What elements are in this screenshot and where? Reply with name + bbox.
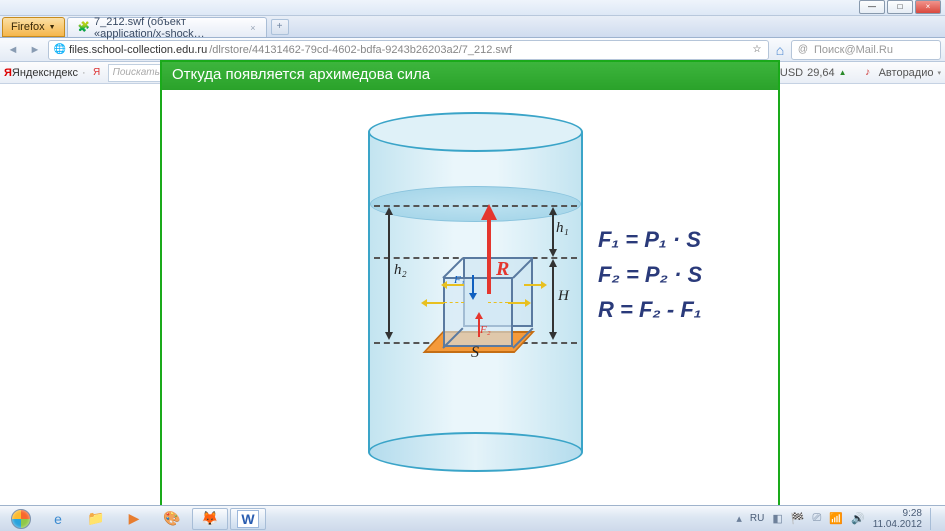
taskbar-paint[interactable]: 🎨 bbox=[154, 508, 190, 530]
usd-value: 29,64 bbox=[807, 67, 835, 79]
equation-2: F₂ = P₂ · S bbox=[598, 257, 702, 292]
clock-time: 9:28 bbox=[873, 508, 922, 519]
firefox-menu-button[interactable]: Firefox ▼ bbox=[2, 17, 65, 37]
minimize-button[interactable]: — bbox=[859, 0, 885, 14]
browser-tab[interactable]: 🧩 7_212.swf (объект «application/x-shock… bbox=[67, 17, 267, 37]
flag-icon[interactable]: 🏁 bbox=[791, 512, 805, 525]
tab-bar: Firefox ▼ 🧩 7_212.swf (объект «applicati… bbox=[0, 16, 945, 38]
taskbar-media[interactable]: ▶ bbox=[116, 508, 152, 530]
flash-applet: Откуда появляется архимедова сила h₂ h₁ bbox=[160, 60, 780, 508]
windows-taskbar: e 📁 ▶ 🎨 🦊 W ▴ RU ◧ 🏁 ⎚ 📶 🔊 9:28 11.04.20… bbox=[0, 505, 945, 531]
system-tray: ▴ RU ◧ 🏁 ⎚ 📶 🔊 9:28 11.04.2012 bbox=[736, 508, 941, 530]
side-dash-left bbox=[444, 302, 464, 303]
home-button[interactable]: ⌂ bbox=[773, 43, 787, 57]
cylinder-diagram: h₂ h₁ H bbox=[368, 112, 583, 472]
cylinder-bottom bbox=[368, 432, 583, 472]
globe-icon: 🌐 bbox=[53, 43, 67, 57]
label-F2: F₂ bbox=[480, 324, 491, 336]
folder-icon: 📁 bbox=[87, 510, 104, 527]
tab-title: 7_212.swf (объект «application/x-shock… bbox=[94, 16, 240, 40]
side-arrow-back-right bbox=[524, 284, 542, 286]
mailru-icon: @ bbox=[796, 43, 810, 57]
language-indicator[interactable]: RU bbox=[750, 513, 764, 524]
applet-title: Откуда появляется архимедова сила bbox=[162, 62, 778, 90]
url-bar: ◄ ► 🌐 files.school-collection.edu.ru/dlr… bbox=[0, 38, 945, 62]
radio-icon[interactable]: ♪ bbox=[861, 66, 875, 80]
taskbar-firefox[interactable]: 🦊 bbox=[192, 508, 228, 530]
firefox-icon: 🦊 bbox=[201, 510, 218, 527]
cylinder-top bbox=[368, 112, 583, 152]
radio-label[interactable]: Авторадио bbox=[879, 67, 934, 79]
yandex-logo[interactable]: ЯЯндексндекс bbox=[4, 67, 78, 79]
windows-logo-icon bbox=[11, 509, 31, 529]
back-button[interactable]: ◄ bbox=[4, 41, 22, 59]
url-host: files.school-collection.edu.ru bbox=[69, 44, 207, 56]
page-content: Откуда появляется архимедова сила h₂ h₁ bbox=[0, 84, 945, 505]
browser-search-field[interactable]: @ Поиск@Mail.Ru bbox=[791, 40, 941, 60]
label-h1: h₁ bbox=[556, 220, 569, 237]
tray-icon-2[interactable]: ⎚ bbox=[812, 512, 821, 525]
label-R: R bbox=[496, 258, 509, 281]
paint-icon: 🎨 bbox=[163, 510, 180, 527]
label-S: S bbox=[471, 344, 479, 362]
taskbar-explorer[interactable]: 📁 bbox=[78, 508, 114, 530]
firefox-label: Firefox bbox=[11, 21, 45, 33]
close-button[interactable]: × bbox=[915, 0, 941, 14]
clock[interactable]: 9:28 11.04.2012 bbox=[873, 508, 922, 530]
network-icon[interactable]: 📶 bbox=[829, 512, 843, 525]
tray-icon-1[interactable]: ◧ bbox=[772, 512, 782, 525]
flash-icon: 🧩 bbox=[78, 21, 90, 35]
force-arrow-F1 bbox=[470, 275, 476, 300]
equation-3: R = F₂ - F₁ bbox=[598, 292, 702, 327]
start-button[interactable] bbox=[4, 508, 38, 530]
equations-block: F₁ = P₁ · S F₂ = P₂ · S R = F₂ - F₁ bbox=[598, 222, 702, 328]
new-tab-button[interactable]: + bbox=[271, 19, 289, 35]
search-placeholder: Поиск@Mail.Ru bbox=[814, 44, 893, 56]
side-arrow-left bbox=[426, 302, 444, 304]
yandex-icon: Я bbox=[90, 66, 104, 80]
clock-date: 11.04.2012 bbox=[873, 519, 922, 530]
volume-icon[interactable]: 🔊 bbox=[851, 512, 865, 525]
side-arrow-right bbox=[508, 302, 526, 304]
maximize-button[interactable]: □ bbox=[887, 0, 913, 14]
side-dash-right bbox=[488, 302, 508, 303]
label-h2: h₂ bbox=[394, 262, 407, 279]
forward-button[interactable]: ► bbox=[26, 41, 44, 59]
address-field[interactable]: 🌐 files.school-collection.edu.ru/dlrstor… bbox=[48, 40, 769, 60]
label-H: H bbox=[558, 288, 569, 305]
force-arrow-R bbox=[484, 204, 494, 294]
bookmark-icon[interactable]: ☆ bbox=[750, 43, 764, 57]
taskbar-word[interactable]: W bbox=[230, 508, 266, 530]
url-path: /dlrstore/44131462-79cd-4602-bdfa-9243b2… bbox=[209, 44, 512, 56]
taskbar-ie[interactable]: e bbox=[40, 508, 76, 530]
word-icon: W bbox=[237, 510, 258, 528]
tray-chevron-icon[interactable]: ▴ bbox=[736, 512, 742, 525]
trend-up-icon: ▲ bbox=[839, 68, 847, 77]
window-controls: — □ × bbox=[0, 0, 945, 16]
usd-label: USD bbox=[780, 67, 803, 79]
chevron-down-icon: ▼ bbox=[49, 24, 56, 31]
ie-icon: e bbox=[54, 511, 62, 527]
media-icon: ▶ bbox=[129, 510, 140, 527]
show-desktop-button[interactable] bbox=[930, 508, 937, 530]
side-arrow-back-left bbox=[446, 284, 464, 286]
tab-close-icon[interactable]: × bbox=[250, 23, 255, 33]
equation-1: F₁ = P₁ · S bbox=[598, 222, 702, 257]
